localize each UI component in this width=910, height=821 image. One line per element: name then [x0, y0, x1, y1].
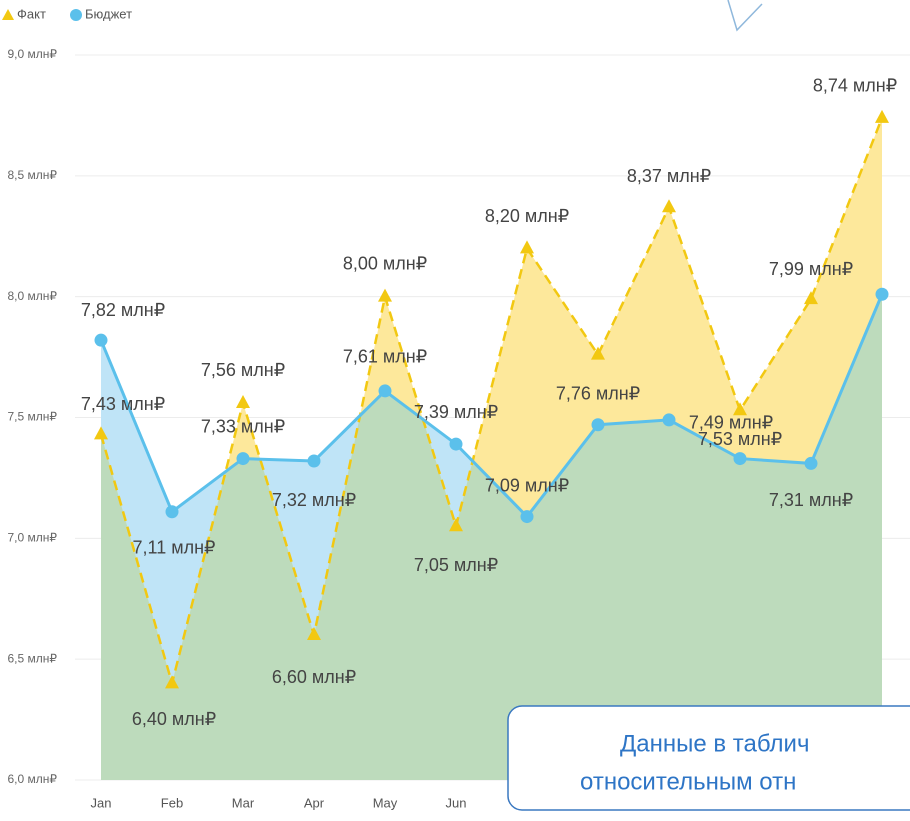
data-label: 7,32 млн₽: [272, 490, 356, 510]
marker: [449, 518, 463, 532]
marker: [520, 240, 534, 254]
lines: [94, 109, 889, 689]
data-label: 7,09 млн₽: [485, 475, 569, 495]
data-label: 8,00 млн₽: [343, 253, 427, 273]
overlap-area: [101, 294, 882, 780]
legend-label: Бюджет: [85, 6, 132, 21]
marker: [236, 452, 250, 466]
data-label: 7,39 млн₽: [414, 402, 498, 422]
data-label: 7,53 млн₽: [698, 429, 782, 449]
data-label: 7,11 млн₽: [133, 538, 216, 558]
data-label: 7,33 млн₽: [201, 416, 285, 436]
legend-marker: [70, 9, 82, 21]
callout-line: Данные в таблич: [620, 730, 809, 757]
y-tick-label: 6,0 млн₽: [7, 772, 57, 786]
data-label: 7,61 млн₽: [343, 347, 427, 367]
legend: Факт Бюджет: [2, 6, 132, 21]
callout: Данные в таблич относительным отн: [507, 705, 910, 811]
marker: [165, 675, 179, 689]
callout-box: [507, 705, 910, 811]
marker: [307, 454, 321, 468]
marker: [804, 291, 818, 305]
x-tick-label: May: [373, 795, 398, 810]
marker: [94, 426, 108, 440]
x-tick-label: Jan: [91, 795, 112, 810]
line: [99, 293, 884, 519]
marker: [378, 288, 392, 302]
marker: [875, 287, 889, 301]
callout-line: относительным отн: [580, 768, 796, 795]
data-label: 7,56 млн₽: [201, 360, 285, 380]
data-label: 7,76 млн₽: [556, 383, 640, 403]
labels: 7,43 млн₽ 6,40 млн₽ 7,56 млн₽ 6,60 млн₽ 8,00…: [81, 76, 897, 729]
y-tick-label: 9,0 млн₽: [7, 47, 57, 61]
marker: [875, 109, 889, 123]
areas: [101, 117, 882, 781]
marker: [94, 333, 108, 347]
data-label: 8,20 млн₽: [485, 206, 569, 226]
legend-marker: [2, 9, 14, 20]
y-tick-label: 6,5 млн₽: [7, 651, 57, 665]
marker: [591, 418, 605, 432]
marker: [165, 505, 179, 519]
y-tick-label: 7,0 млн₽: [7, 531, 57, 545]
x-tick-label: Feb: [161, 795, 183, 810]
marker: [733, 402, 747, 416]
data-label: 7,31 млн₽: [769, 490, 853, 510]
grid: 6,0 млн₽ 6,5 млн₽ 7,0 млн₽ 7,5 млн₽ 8,0 млн₽…: [7, 47, 910, 810]
line: [99, 117, 884, 689]
marker: [378, 384, 392, 398]
legend-label: Факт: [17, 6, 46, 21]
marker: [733, 452, 747, 466]
data-label: 7,49 млн₽: [689, 413, 773, 433]
data-label: 8,74 млн₽: [813, 76, 897, 96]
data-label: 6,40 млн₽: [132, 709, 216, 729]
y-tick-label: 8,5 млн₽: [7, 168, 57, 182]
marker: [662, 199, 676, 213]
x-tick-label: Mar: [232, 795, 255, 810]
marker: [662, 413, 676, 427]
data-label: 7,43 млн₽: [81, 394, 165, 414]
x-tick-label: Apr: [304, 795, 325, 810]
data-label: 7,82 млн₽: [81, 300, 165, 320]
marker: [804, 456, 818, 470]
marker: [591, 346, 605, 360]
marker: [236, 395, 250, 408]
marker: [307, 627, 321, 640]
callout-pointer: [727, 0, 763, 32]
y-tick-label: 7,5 млн₽: [7, 410, 57, 424]
y-tick-label: 8,0 млн₽: [7, 289, 57, 303]
marker: [449, 437, 463, 451]
x-tick-label: Jun: [446, 795, 467, 810]
data-label: 8,37 млн₽: [627, 166, 711, 186]
data-label: 6,60 млн₽: [272, 667, 356, 687]
data-label: 7,05 млн₽: [414, 555, 498, 575]
marker: [520, 510, 534, 524]
data-label: 7,99 млн₽: [769, 259, 853, 279]
